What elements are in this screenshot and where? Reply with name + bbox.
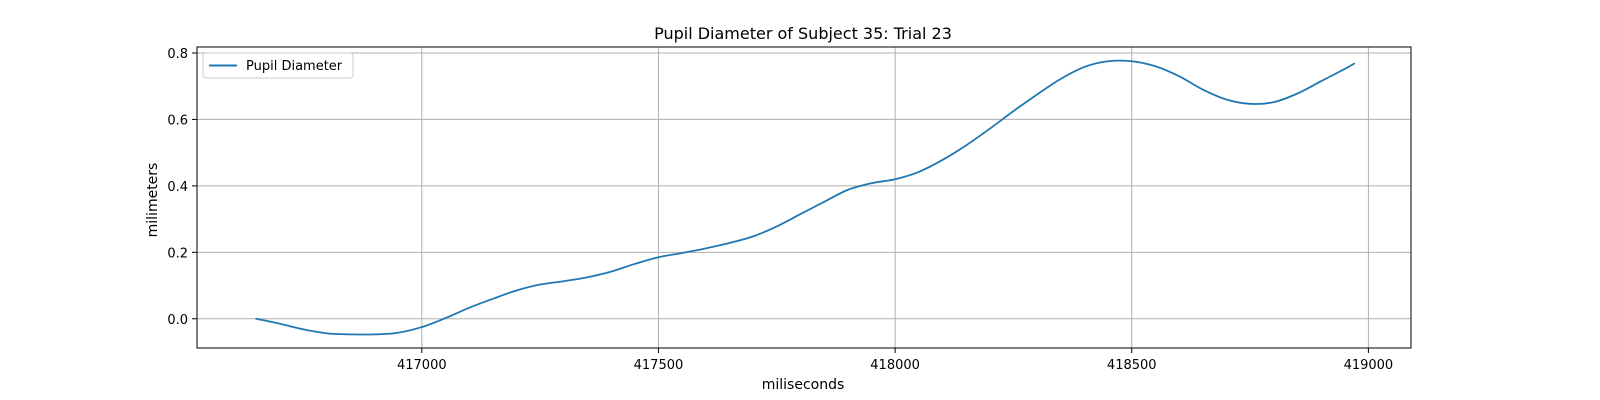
- plot-frame: [196, 46, 1412, 349]
- y-tick-label: 0.0: [167, 313, 188, 328]
- y-tick-label: 0.2: [167, 246, 188, 261]
- x-tick-label: 417500: [634, 358, 684, 373]
- series-line-pupil-diameter: [255, 59, 1356, 336]
- y-axis: 0.0 0.2 0.4 0.6 0.8: [167, 47, 197, 328]
- y-tick-label: 0.4: [167, 180, 188, 195]
- grid-lines: [197, 47, 1411, 348]
- y-axis-label: milimeters: [145, 163, 161, 238]
- y-tick-label: 0.8: [167, 47, 188, 62]
- x-axis: 417000 417500 418000 418500 419000: [397, 348, 1393, 373]
- chart-title: Pupil Diameter of Subject 35: Trial 23: [654, 24, 952, 43]
- legend-box: [202, 52, 354, 79]
- series-layer: [255, 59, 1356, 336]
- legend-label: Pupil Diameter: [246, 59, 343, 74]
- x-tick-label: 417000: [397, 358, 447, 373]
- legend: Pupil Diameter: [202, 52, 354, 79]
- x-tick-label: 418000: [870, 358, 920, 373]
- x-tick-label: 419000: [1344, 358, 1394, 373]
- x-axis-label: miliseconds: [762, 377, 845, 393]
- y-tick-label: 0.6: [167, 113, 188, 128]
- x-tick-label: 418500: [1107, 358, 1157, 373]
